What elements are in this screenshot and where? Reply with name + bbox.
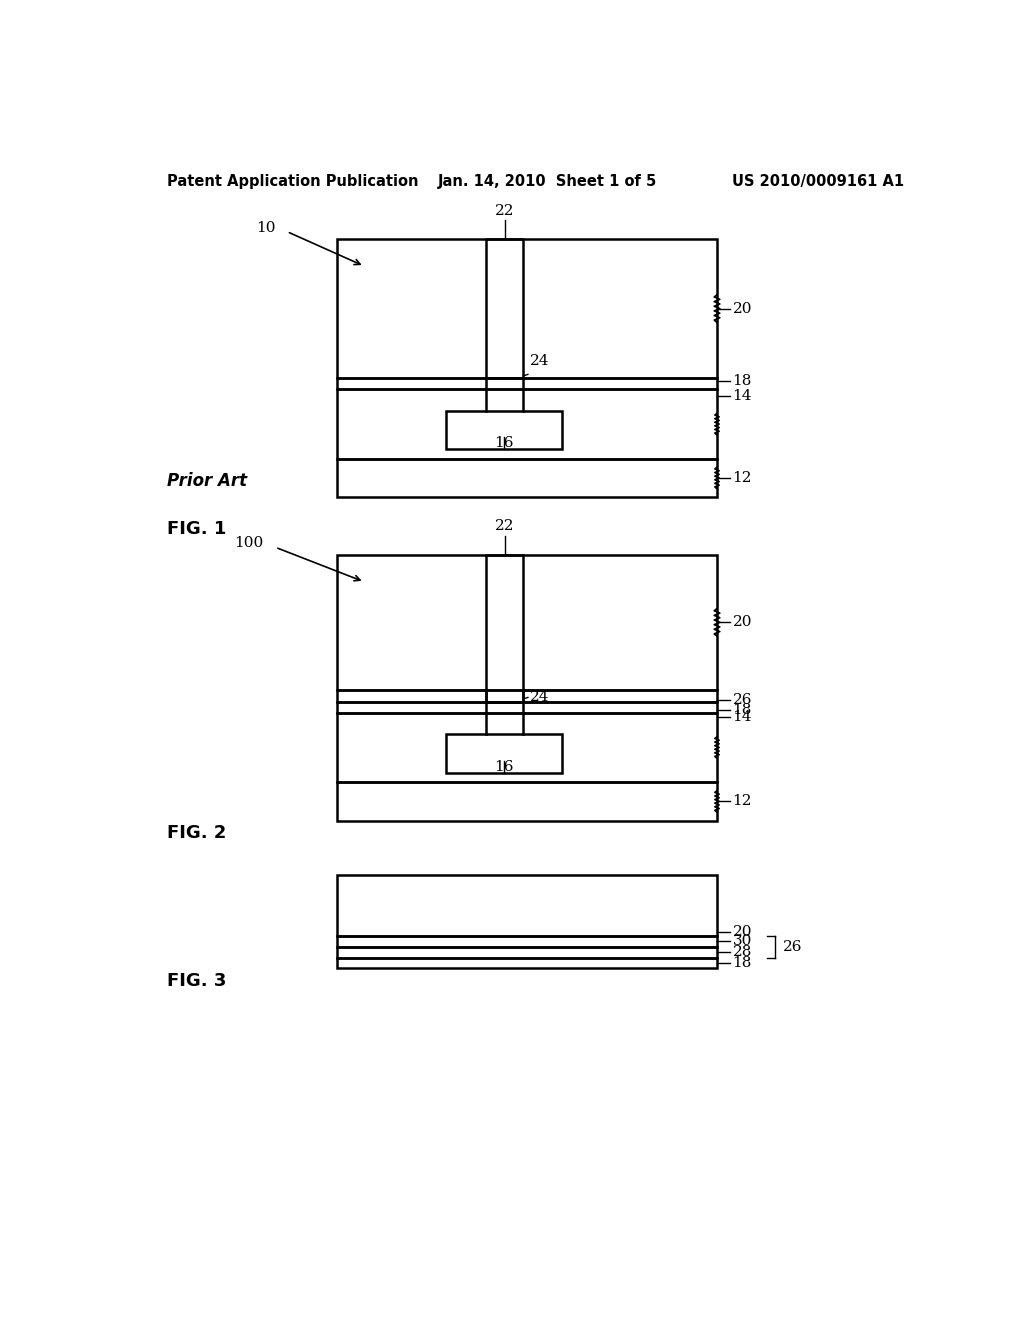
Text: 18: 18 <box>732 374 752 388</box>
Bar <box>337 389 717 459</box>
Text: 14: 14 <box>732 710 752 725</box>
Bar <box>337 958 717 969</box>
Text: 10: 10 <box>256 220 275 235</box>
Bar <box>337 378 717 389</box>
Bar <box>486 239 523 378</box>
Text: 100: 100 <box>234 536 263 550</box>
Text: 22: 22 <box>495 519 514 533</box>
Text: 20: 20 <box>732 925 752 940</box>
Text: FIG. 1: FIG. 1 <box>167 520 226 539</box>
Text: 14: 14 <box>732 388 752 403</box>
Bar <box>337 713 717 781</box>
Text: 16: 16 <box>495 437 514 450</box>
Text: FIG. 2: FIG. 2 <box>167 825 226 842</box>
Text: 12: 12 <box>732 471 752 484</box>
Bar <box>445 411 562 450</box>
Bar <box>337 936 717 946</box>
Text: 30: 30 <box>732 935 752 949</box>
Text: US 2010/0009161 A1: US 2010/0009161 A1 <box>732 174 904 189</box>
Text: Patent Application Publication: Patent Application Publication <box>167 174 418 189</box>
Text: 20: 20 <box>732 615 752 630</box>
Bar <box>337 459 717 498</box>
Bar <box>337 702 717 713</box>
Bar <box>445 734 562 774</box>
Bar <box>337 781 717 821</box>
Text: 24: 24 <box>529 690 549 705</box>
Text: 20: 20 <box>732 301 752 315</box>
Text: Prior Art: Prior Art <box>167 471 247 490</box>
Text: 24: 24 <box>529 354 549 367</box>
Text: 22: 22 <box>495 203 514 218</box>
Text: Jan. 14, 2010  Sheet 1 of 5: Jan. 14, 2010 Sheet 1 of 5 <box>438 174 657 189</box>
Bar <box>337 689 717 702</box>
Bar <box>337 946 717 958</box>
Text: 26: 26 <box>783 940 803 954</box>
Text: 26: 26 <box>732 693 752 706</box>
Text: 18: 18 <box>732 956 752 970</box>
Text: 12: 12 <box>732 795 752 808</box>
Text: 18: 18 <box>732 702 752 717</box>
Text: 28: 28 <box>732 945 752 960</box>
Bar <box>337 554 717 689</box>
Bar <box>337 239 717 378</box>
Bar <box>486 554 523 702</box>
Text: 16: 16 <box>495 760 514 774</box>
Text: FIG. 3: FIG. 3 <box>167 973 226 990</box>
Bar <box>337 875 717 936</box>
